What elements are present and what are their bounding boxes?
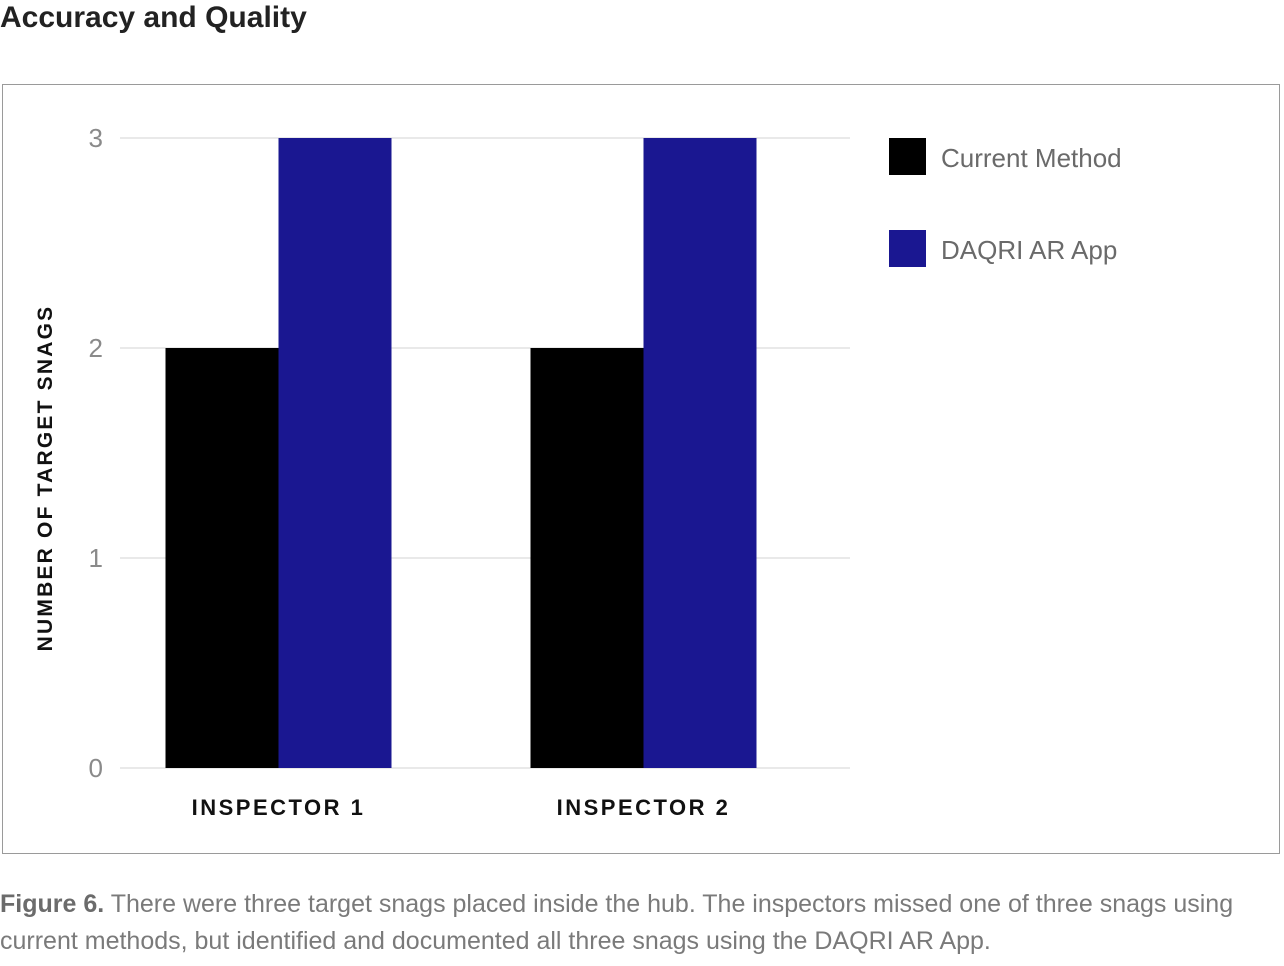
chart-heading: Accuracy and Quality	[0, 1, 307, 34]
bar-daqri-ar-app-2	[643, 138, 757, 768]
y-tick-label: 3	[89, 123, 103, 153]
legend-swatch	[889, 230, 926, 267]
x-tick-labels: INSPECTOR 1 INSPECTOR 2	[192, 795, 731, 820]
y-tick-label: 0	[89, 753, 103, 783]
bar-current-method-2	[530, 348, 644, 768]
caption-text: There were three target snags placed ins…	[0, 890, 1234, 955]
figure-caption: Figure 6. There were three target snags …	[0, 886, 1280, 960]
y-tick-label: 1	[89, 543, 103, 573]
legend-swatch	[889, 138, 926, 175]
y-tick-labels: 0 1 2 3	[89, 123, 103, 783]
y-tick-label: 2	[89, 333, 103, 363]
x-tick-label: INSPECTOR 2	[557, 795, 731, 820]
legend-label: Current Method	[941, 143, 1122, 173]
legend: Current Method DAQRI AR App	[889, 138, 1122, 267]
chart-frame	[2, 84, 1280, 854]
bar-daqri-ar-app-1	[278, 138, 392, 768]
bar-current-method-1	[165, 348, 279, 768]
x-tick-label: INSPECTOR 1	[192, 795, 366, 820]
bars	[165, 138, 757, 768]
y-axis-label: NUMBER OF TARGET SNAGS	[34, 305, 57, 652]
caption-lead: Figure 6.	[0, 890, 105, 918]
legend-label: DAQRI AR App	[941, 235, 1117, 265]
